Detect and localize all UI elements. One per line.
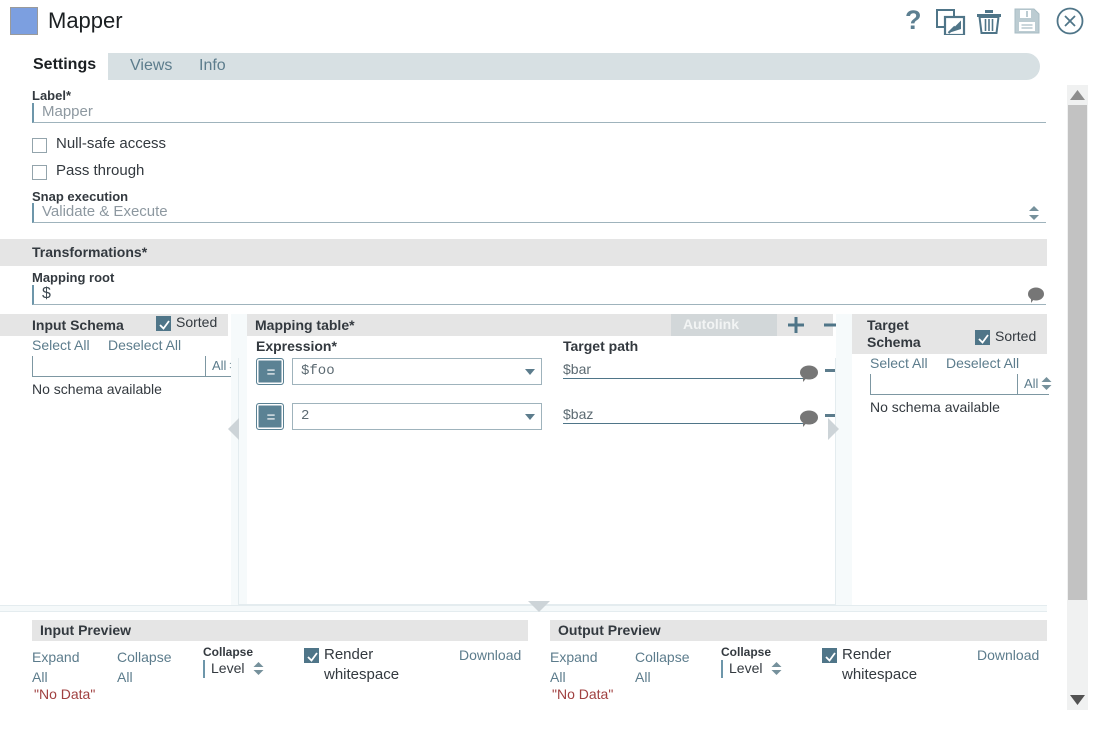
- svg-text:?: ?: [905, 5, 922, 35]
